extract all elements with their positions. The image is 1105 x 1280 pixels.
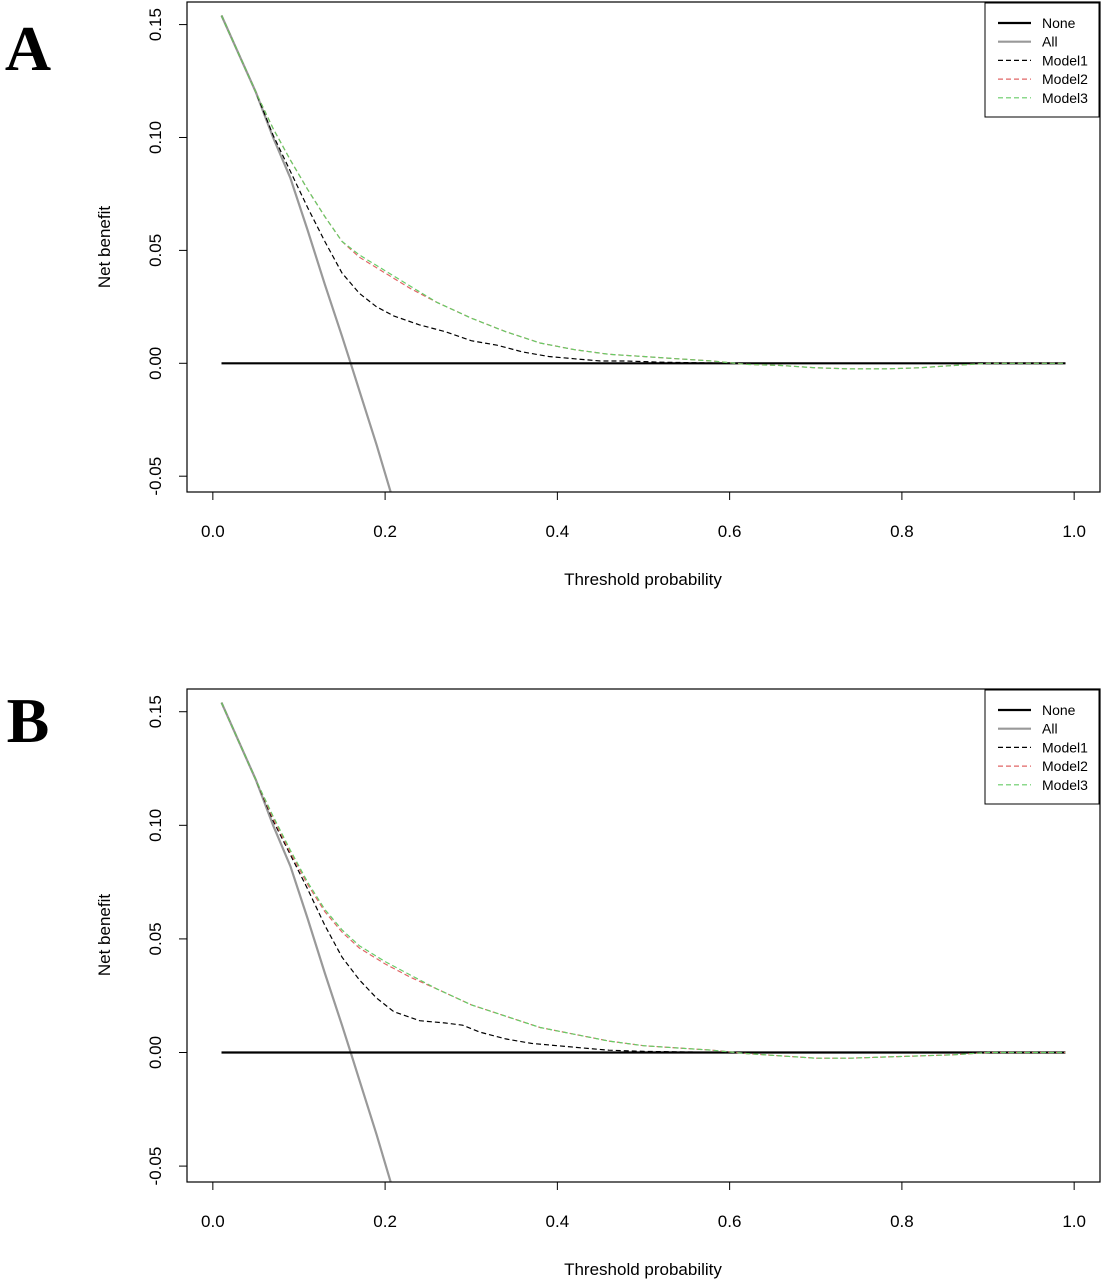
- y-axis-label: Net benefit: [95, 206, 114, 288]
- x-tick-label: 0.0: [201, 522, 225, 541]
- series-lines: [220, 702, 1066, 1182]
- y-tick-label: 0.15: [146, 695, 165, 728]
- plot-frame: [186, 688, 1101, 1183]
- x-tick-label: 0.8: [890, 1212, 914, 1231]
- legend-label-model3: Model3: [1042, 777, 1088, 793]
- y-axis-label: Net benefit: [95, 894, 114, 976]
- legend-label-all: All: [1042, 34, 1058, 50]
- legend-label-model1: Model1: [1042, 52, 1088, 68]
- y-tick-label: 0.05: [146, 234, 165, 267]
- series-line-model3: [220, 702, 1066, 1059]
- panel-b: B 0.0 0.2 0.4 0.6 0.8 1.0 -0.05 0.00 0.05 0.10 0.15…: [7, 685, 1101, 1279]
- series-line-model2: [220, 702, 1066, 1059]
- y-tick-label: -0.05: [146, 457, 165, 496]
- x-tick-label: 0.4: [546, 522, 570, 541]
- y-tick-label: 0.15: [146, 8, 165, 41]
- x-axis-label: Threshold probability: [564, 1260, 722, 1279]
- x-axis-label: Threshold probability: [564, 570, 722, 589]
- x-tick-label: 0.4: [546, 1212, 570, 1231]
- x-tick-label: 0.2: [373, 1212, 397, 1231]
- y-tick-label: 0.00: [146, 1036, 165, 1069]
- y-tick-label: 0.05: [146, 922, 165, 955]
- series-line-all: [220, 15, 392, 492]
- y-tick-label: 0.10: [146, 121, 165, 154]
- legend-label-model2: Model2: [1042, 758, 1088, 774]
- x-tick-label: 1.0: [1062, 522, 1086, 541]
- legend-label-none: None: [1042, 15, 1076, 31]
- plot-frame: [186, 1, 1101, 493]
- legend: None All Model1 Model2 Model3: [984, 689, 1100, 805]
- panel-letter: B: [7, 685, 50, 756]
- panel-letter: A: [5, 13, 51, 84]
- y-tick-label: 0.00: [146, 347, 165, 380]
- legend-label-none: None: [1042, 702, 1076, 718]
- panel-a: A 0.0 0.2 0.4 0.6 0.8 1.0 -0.05 0.00 0.05 0.10 0.15…: [5, 1, 1101, 589]
- legend-label-model1: Model1: [1042, 739, 1088, 755]
- series-line-model2: [220, 15, 1066, 370]
- series-lines: [220, 15, 1066, 492]
- x-tick-label: 0.6: [718, 1212, 742, 1231]
- legend-label-model2: Model2: [1042, 71, 1088, 87]
- legend-label-all: All: [1042, 721, 1058, 737]
- x-tick-label: 0.0: [201, 1212, 225, 1231]
- x-tick-label: 0.6: [718, 522, 742, 541]
- series-line-all: [220, 702, 392, 1182]
- x-tick-label: 1.0: [1062, 1212, 1086, 1231]
- y-tick-label: 0.10: [146, 809, 165, 842]
- series-line-model1: [220, 702, 1066, 1054]
- y-tick-label: -0.05: [146, 1147, 165, 1186]
- legend-label-model3: Model3: [1042, 90, 1088, 106]
- series-line-model1: [220, 15, 1066, 364]
- x-tick-label: 0.2: [373, 522, 397, 541]
- legend: None All Model1 Model2 Model3: [984, 2, 1100, 118]
- series-line-model3: [220, 15, 1066, 370]
- x-tick-label: 0.8: [890, 522, 914, 541]
